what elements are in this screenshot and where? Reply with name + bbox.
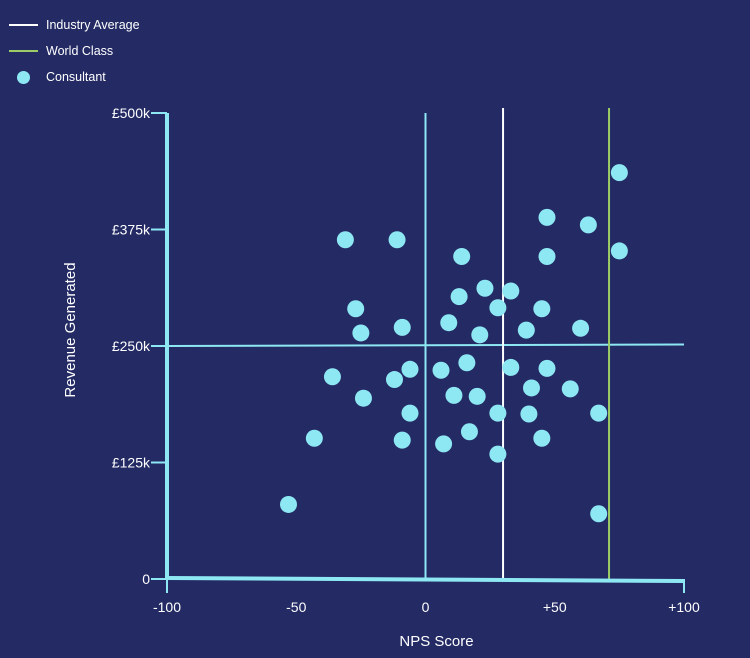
data-points	[279, 164, 628, 523]
data-point	[453, 248, 471, 266]
data-point	[538, 208, 556, 226]
data-point	[388, 231, 406, 249]
data-point	[440, 314, 458, 332]
data-point	[579, 216, 597, 234]
data-point	[471, 326, 489, 344]
legend-label-world-class: World Class	[46, 44, 114, 58]
data-point	[502, 282, 520, 300]
data-point	[468, 387, 486, 405]
x-axis-line	[166, 576, 685, 583]
legend-item-industry-average: Industry Average	[8, 12, 140, 38]
reference-lines	[502, 108, 611, 579]
data-point	[476, 279, 494, 297]
data-point	[590, 404, 608, 422]
x-axis-title: NPS Score	[399, 633, 473, 650]
y-tick-label: £125k	[112, 455, 151, 471]
data-point	[352, 324, 370, 342]
y-tick-label: £500k	[112, 105, 151, 121]
data-point	[432, 361, 450, 379]
quadrant-lines	[166, 113, 685, 579]
tick-labels: 0 £125k £250k £375k £500k -100 -50 0 +50 +100	[112, 105, 700, 615]
data-point	[522, 379, 540, 397]
legend-item-world-class: World Class	[8, 38, 140, 64]
data-point	[610, 164, 628, 182]
x-tick-label: +100	[668, 599, 700, 615]
data-point	[385, 371, 403, 389]
data-point	[572, 319, 590, 337]
data-point	[489, 404, 507, 422]
legend-swatch-industry-average	[8, 24, 38, 26]
data-point	[393, 431, 411, 449]
axes	[151, 112, 685, 593]
data-point	[347, 300, 365, 318]
x-tick-label: -50	[286, 599, 306, 615]
data-point	[401, 404, 419, 422]
y-tick-label: £250k	[112, 338, 151, 354]
legend-swatch-world-class	[8, 50, 38, 52]
data-point	[533, 300, 551, 318]
quadrant-line-horizontal	[166, 343, 685, 347]
data-point	[489, 299, 507, 317]
data-point	[279, 495, 297, 513]
data-point	[610, 242, 628, 260]
y-tick-label: 0	[142, 571, 150, 587]
legend: Industry Average World Class Consultant	[8, 12, 140, 90]
data-point	[458, 354, 476, 372]
legend-label-consultant: Consultant	[46, 70, 106, 84]
y-axis-title: Revenue Generated	[62, 262, 79, 397]
data-point	[590, 505, 608, 523]
data-point	[354, 389, 372, 407]
legend-label-industry-average: Industry Average	[46, 18, 140, 32]
data-point	[517, 321, 535, 339]
data-point	[502, 358, 520, 376]
data-point	[445, 386, 463, 404]
data-point	[538, 248, 556, 266]
data-point	[336, 231, 354, 249]
data-point	[533, 429, 551, 447]
y-tick-label: £375k	[112, 222, 151, 238]
x-tick-label: +50	[543, 599, 567, 615]
data-point	[435, 435, 453, 453]
data-point	[401, 360, 419, 378]
data-point	[520, 405, 538, 423]
data-point	[561, 380, 579, 398]
legend-swatch-consultant	[8, 70, 38, 84]
data-point	[323, 368, 341, 386]
x-tick-label: 0	[422, 599, 430, 615]
data-point	[393, 318, 411, 336]
data-point	[450, 288, 468, 306]
data-point	[305, 429, 323, 447]
data-point	[460, 423, 478, 441]
data-point	[489, 445, 507, 463]
data-point	[538, 359, 556, 377]
legend-item-consultant: Consultant	[8, 64, 140, 90]
x-tick-label: -100	[153, 599, 181, 615]
